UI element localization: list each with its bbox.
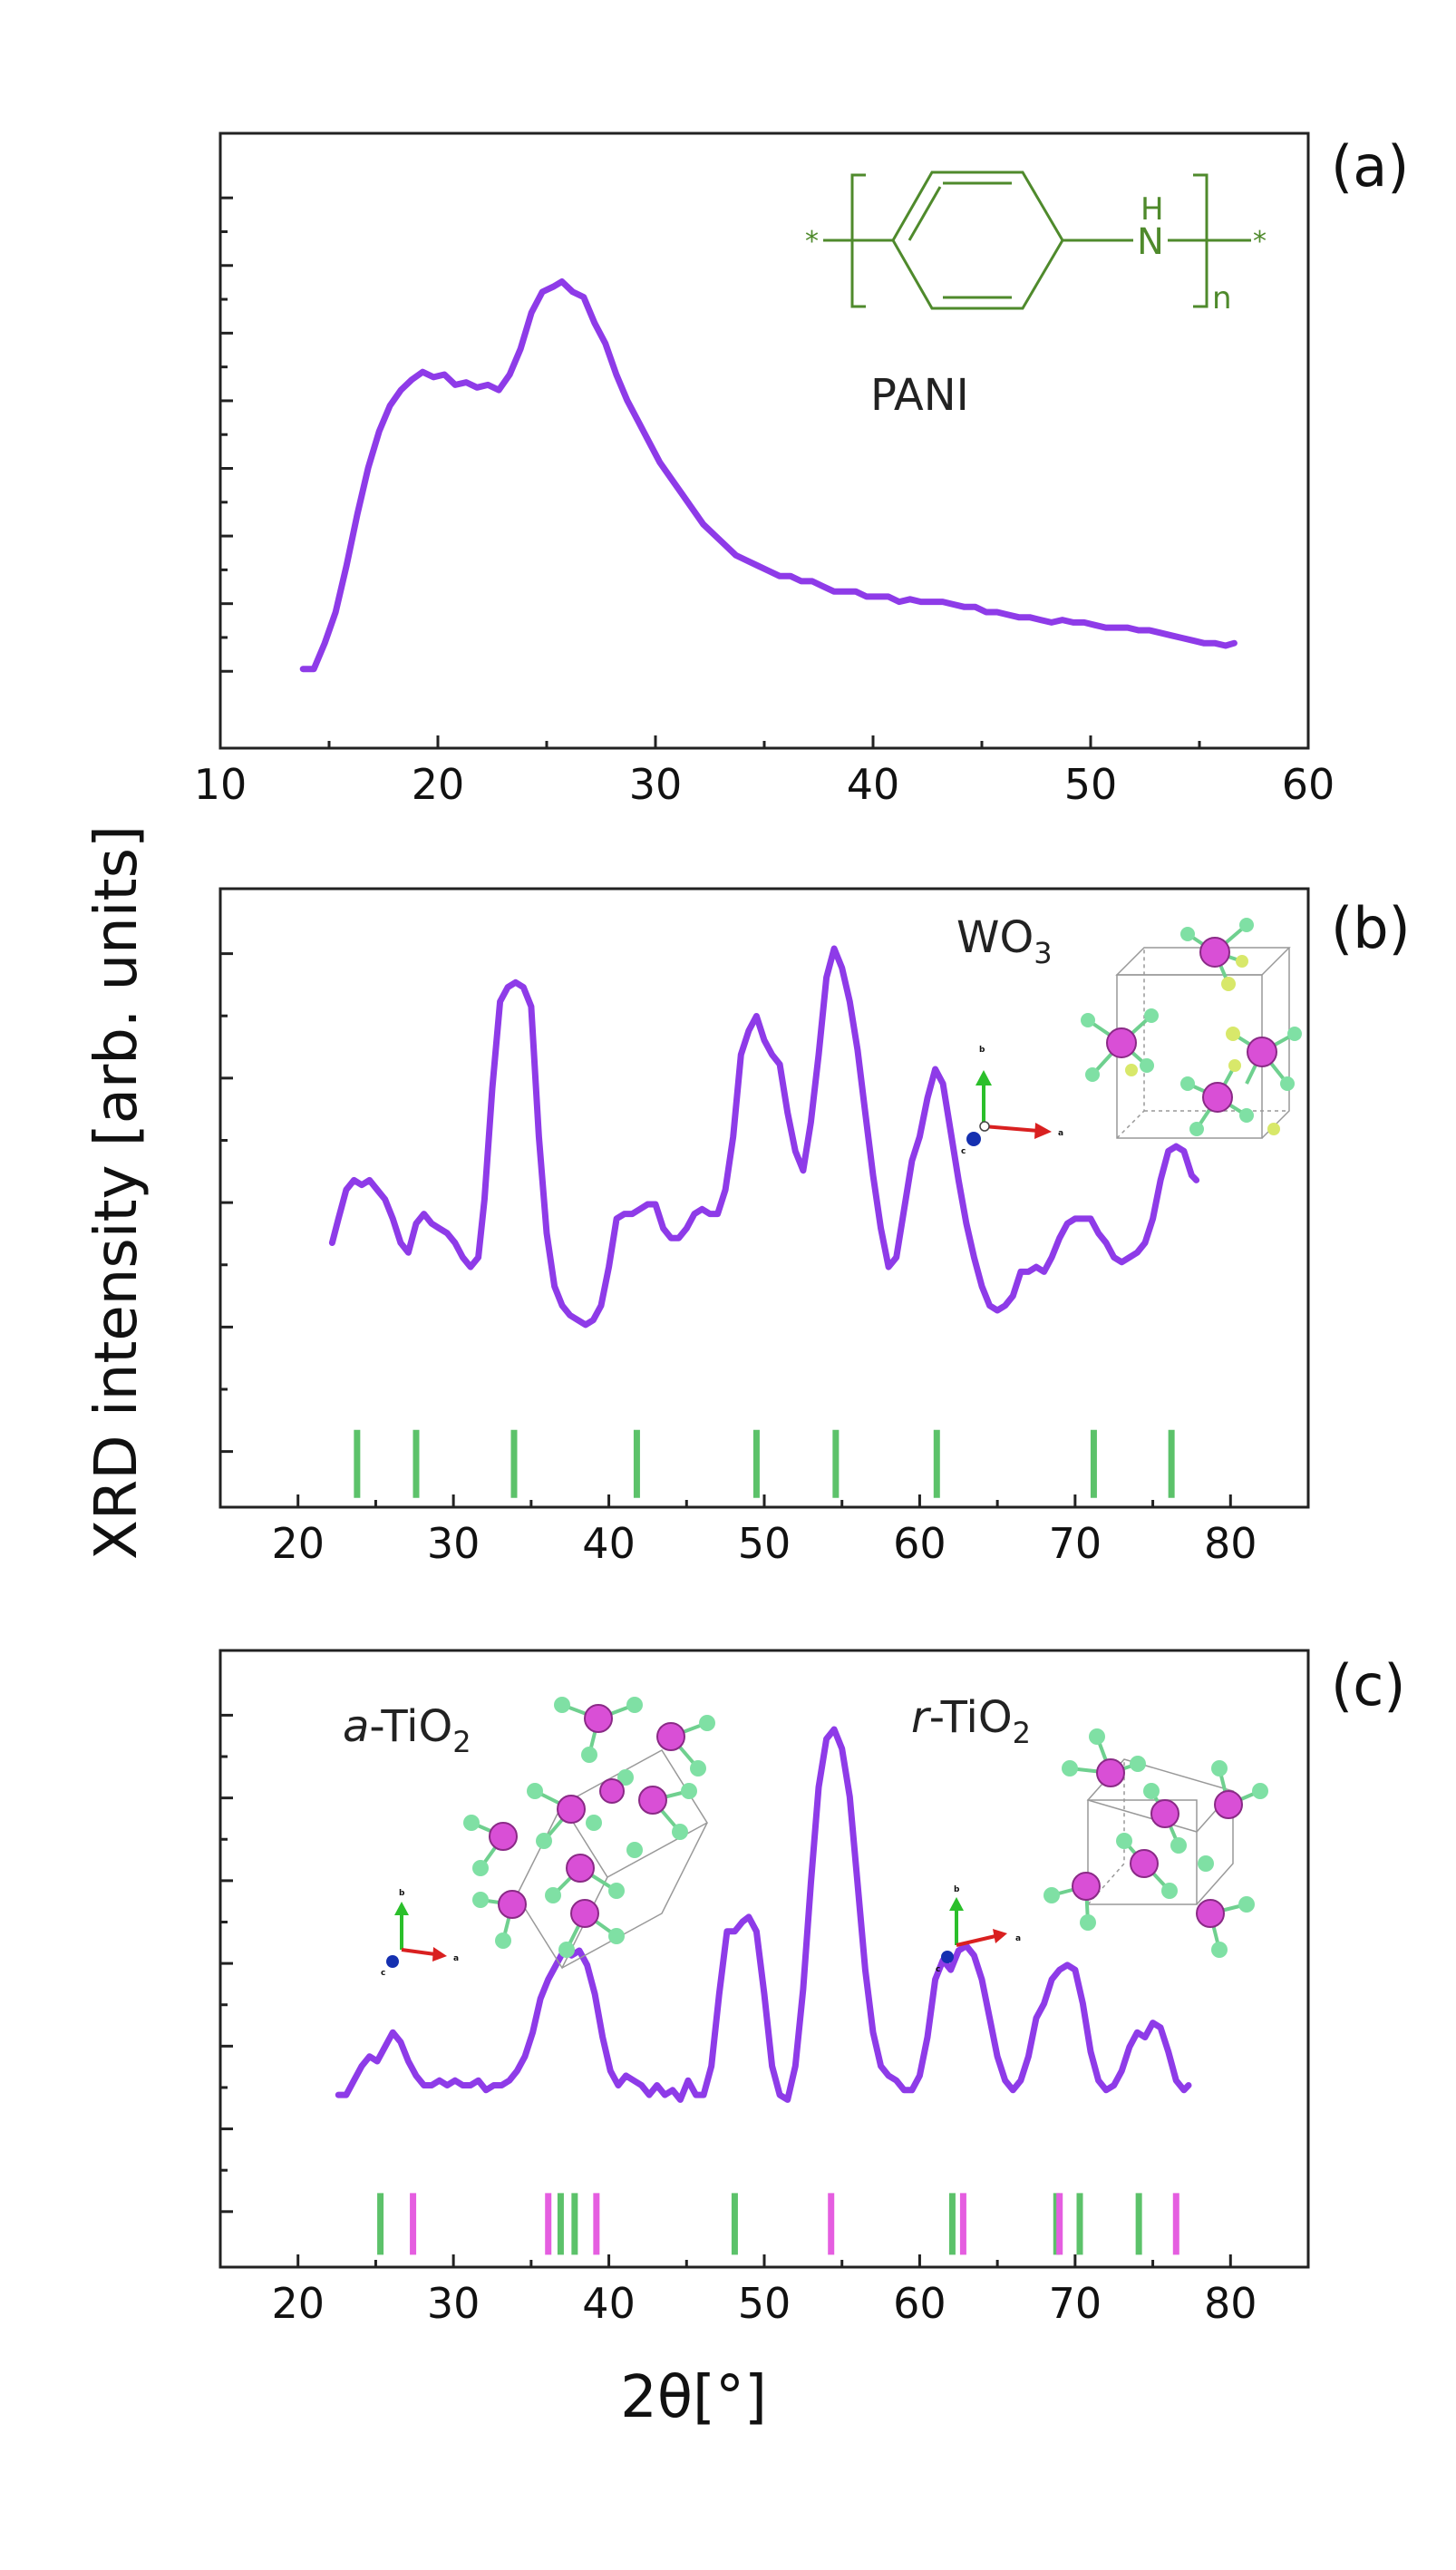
panel-b-xtick-label: 30 <box>427 1519 480 1568</box>
wo3-oxygen-atoms <box>1081 918 1302 1136</box>
wo3-tungsten-atoms <box>1106 937 1277 1113</box>
wo3-unit-cell <box>1081 918 1302 1139</box>
panel-b-tick-labels: 20 30 40 50 60 70 80 <box>271 1519 1257 1568</box>
rutile-oxygen-atoms <box>1043 1728 1268 1958</box>
panel-c-reference-lines <box>377 2193 1179 2255</box>
panel-c-xtick-label: 40 <box>582 2279 636 2328</box>
panel-a-xtick-label: 40 <box>847 760 900 809</box>
panel-b-reference-lines <box>354 1429 1175 1498</box>
anatase-label-prefix: a <box>343 1701 369 1752</box>
pani-n-atom: N <box>1137 221 1164 263</box>
wo3-label: WO3 <box>956 912 1053 970</box>
panel-b-xtick-label: 40 <box>582 1519 636 1568</box>
panel-b-pattern-line <box>328 945 1200 1329</box>
panel-b: 20 30 40 50 60 70 80 (b) WO3 <box>218 887 1411 1568</box>
panel-a-xtick-label: 10 <box>194 760 248 809</box>
pani-h-atom: H <box>1141 191 1164 228</box>
panel-c-xtick-label: 70 <box>1049 2279 1102 2328</box>
panel-c-xtick-label: 60 <box>893 2279 946 2328</box>
panel-b-label: (b) <box>1331 895 1411 961</box>
pani-structure-inset <box>823 170 1251 310</box>
pani-label: PANI <box>870 370 969 421</box>
wo3-axis-a: a <box>1058 1129 1063 1138</box>
anatase-titanium-atoms <box>489 1704 685 1928</box>
anatase-label-subscript: 2 <box>452 1725 471 1759</box>
panel-c-label: (c) <box>1331 1652 1405 1718</box>
panel-c-tick-labels: 20 30 40 50 60 70 80 <box>271 2279 1257 2328</box>
anatase-unit-cell <box>463 1697 715 1970</box>
anatase-axis-a: a <box>453 1954 459 1963</box>
panel-a-tick-labels: 10 20 30 40 50 60 <box>194 760 1335 809</box>
anatase-axis-indicator: b a c <box>381 1889 459 1978</box>
anatase-oxygen-atoms <box>463 1697 715 1958</box>
y-axis-title: XRD intensity [arb. units] <box>83 825 150 1560</box>
panel-a-ticks <box>218 196 1310 748</box>
panel-a-label: (a) <box>1331 133 1409 200</box>
panel-a-xtick-label: 60 <box>1282 760 1335 809</box>
pani-end-left: * <box>805 226 819 258</box>
wo3-yellow-atoms <box>1125 955 1280 1135</box>
rutile-label: r-TiO2 <box>911 1692 1031 1750</box>
wo3-axis-c: c <box>961 1147 966 1156</box>
wo3-label-subscript: 3 <box>1034 936 1052 970</box>
wo3-axis-b: b <box>979 1046 985 1055</box>
rutile-axis-c: c <box>936 1965 940 1974</box>
wo3-label-main: WO <box>956 912 1034 963</box>
panel-a-xtick-label: 50 <box>1064 760 1118 809</box>
panel-a: 10 20 30 40 50 60 (a) H N n * * PANI <box>194 131 1409 809</box>
x-axis-title: 2θ[°] <box>620 2364 767 2431</box>
rutile-label-prefix: r <box>911 1692 932 1743</box>
panel-c-xtick-label: 20 <box>271 2279 325 2328</box>
wo3-bonds <box>1086 923 1296 1131</box>
pani-ring-double-bond-3 <box>908 186 942 241</box>
panel-b-xtick-label: 60 <box>893 1519 946 1568</box>
wo3-axis-indicator: b a c <box>961 1046 1063 1156</box>
panel-b-ticks <box>220 952 1232 1507</box>
panel-c-xtick-label: 30 <box>427 2279 480 2328</box>
rutile-titanium-atoms <box>1072 1758 1243 1928</box>
anatase-axis-c: c <box>381 1969 385 1978</box>
rutile-axis-indicator: b a c <box>936 1885 1021 1974</box>
anatase-label: a-TiO2 <box>343 1701 471 1759</box>
panel-a-xtick-label: 30 <box>629 760 683 809</box>
panel-a-pattern-line <box>299 278 1238 673</box>
pani-subscript-n: n <box>1212 280 1232 316</box>
panel-b-xtick-label: 80 <box>1204 1519 1257 1568</box>
pani-left-bracket <box>850 173 866 308</box>
panel-c-ticks <box>220 1713 1232 2267</box>
panel-b-xtick-label: 50 <box>738 1519 791 1568</box>
panel-b-xtick-label: 70 <box>1049 1519 1102 1568</box>
panel-c-xtick-label: 50 <box>738 2279 791 2328</box>
rutile-unit-cell <box>1043 1728 1268 1958</box>
pani-end-right: * <box>1253 226 1267 258</box>
panel-a-xtick-label: 20 <box>412 760 465 809</box>
panel-c-pattern-line <box>335 1726 1192 2103</box>
panel-c-xtick-label: 80 <box>1204 2279 1257 2328</box>
panel-c: 20 30 40 50 60 70 80 (c) a-TiO2 r-TiO2 <box>218 1649 1405 2328</box>
anatase-label-main: -TiO <box>369 1701 452 1752</box>
rutile-axis-a: a <box>1015 1934 1021 1943</box>
rutile-label-main: -TiO <box>929 1692 1013 1743</box>
panel-b-xtick-label: 20 <box>271 1519 325 1568</box>
anatase-axis-b: b <box>399 1889 405 1898</box>
pani-benzene-ring <box>891 170 1064 310</box>
rutile-label-subscript: 2 <box>1013 1716 1031 1750</box>
rutile-axis-b: b <box>954 1885 960 1894</box>
